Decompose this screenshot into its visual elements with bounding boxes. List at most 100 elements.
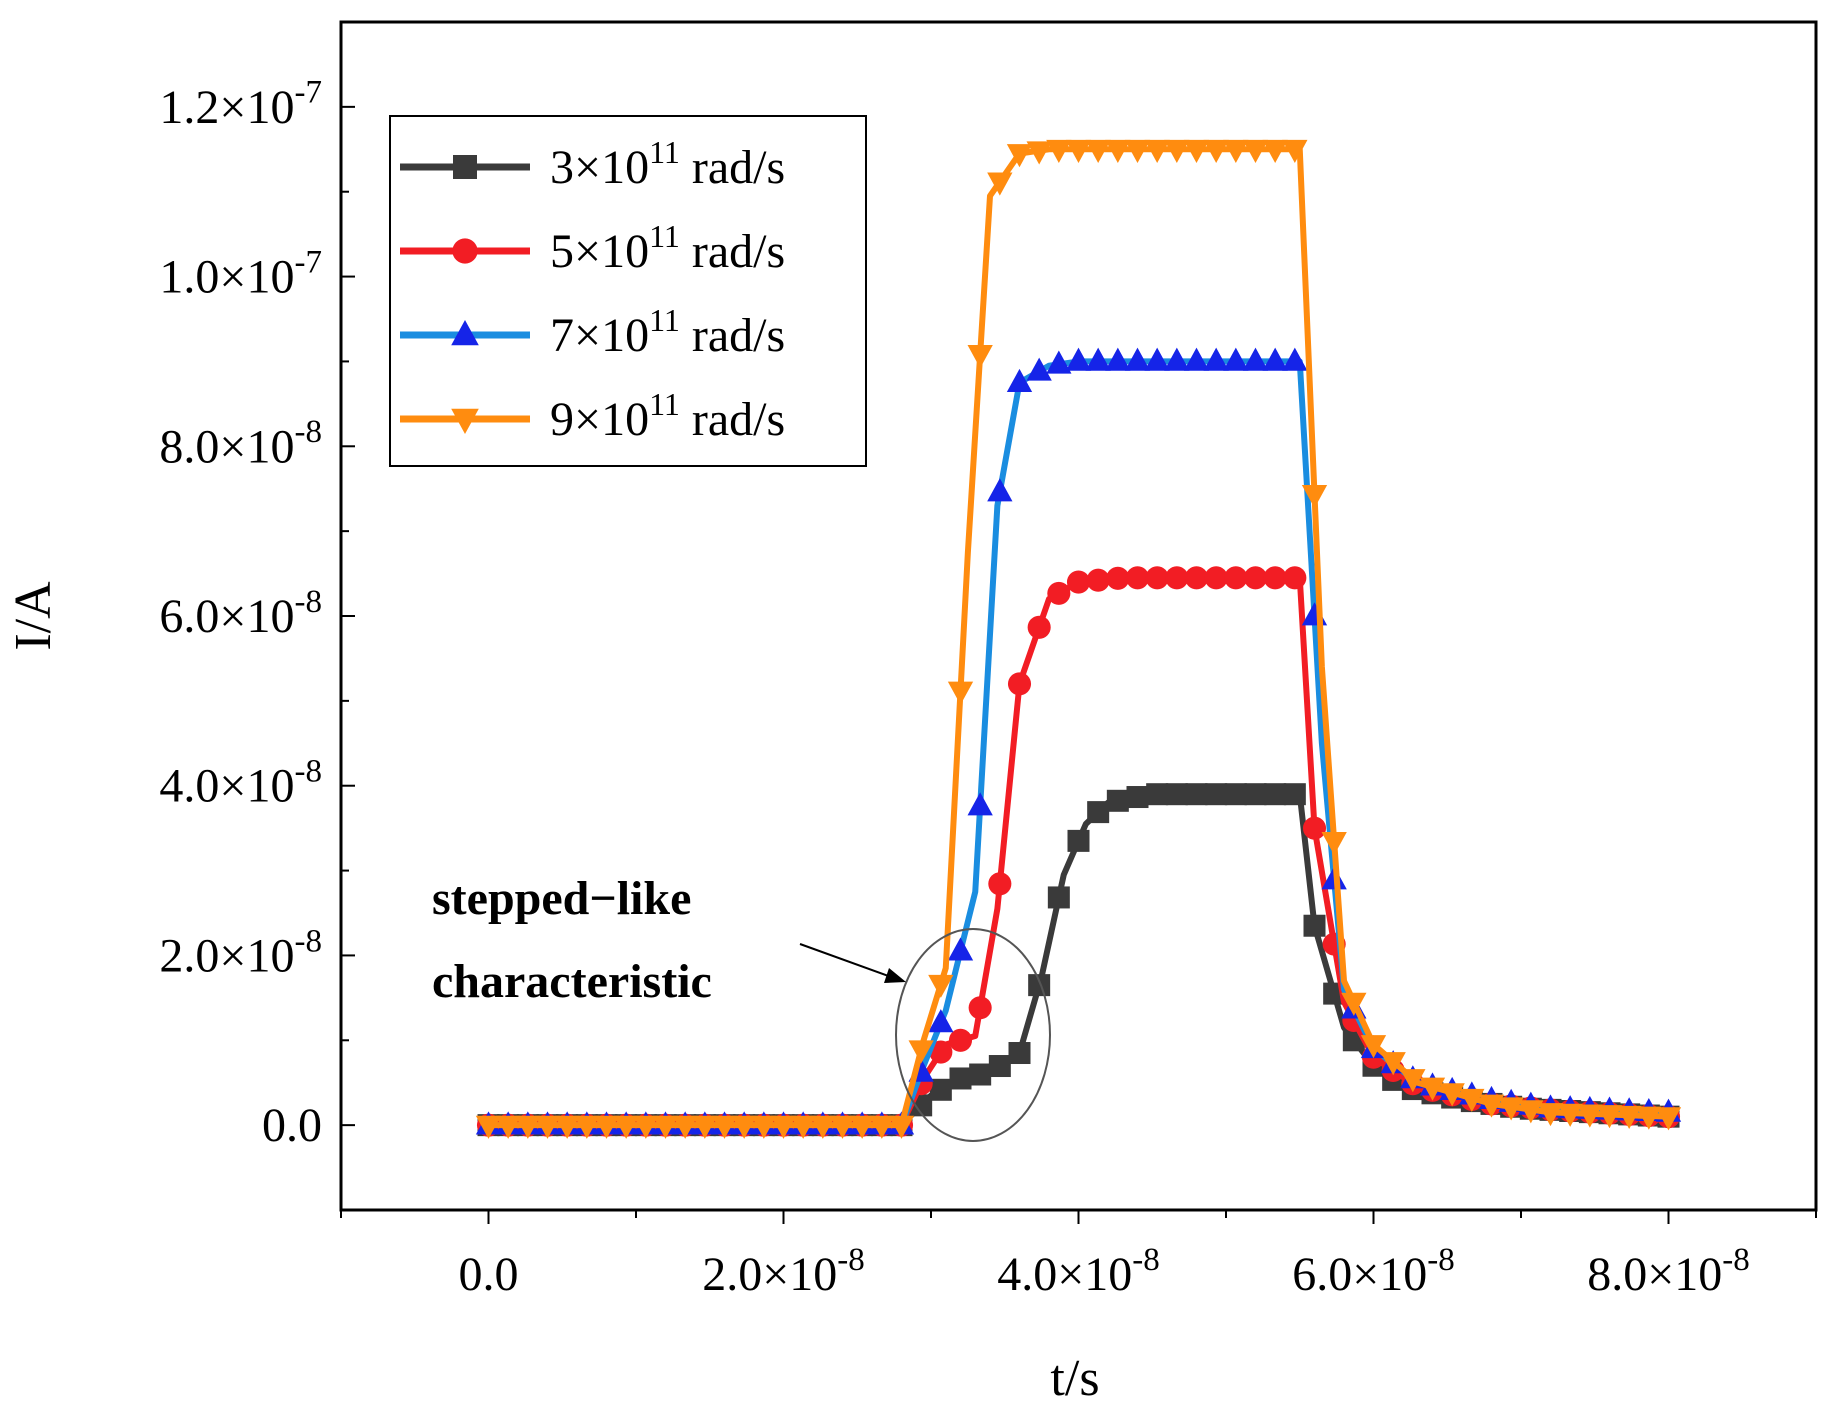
data-point bbox=[790, 1115, 816, 1139]
data-point bbox=[1067, 829, 1090, 852]
series-4 bbox=[475, 139, 1682, 1139]
data-point bbox=[1439, 1083, 1465, 1107]
data-point bbox=[928, 1009, 954, 1033]
data-point bbox=[1636, 1106, 1662, 1130]
annotation-arrow-head bbox=[884, 968, 906, 983]
data-point bbox=[1262, 347, 1288, 371]
data-point bbox=[1125, 566, 1150, 590]
data-point bbox=[1046, 139, 1072, 164]
data-point bbox=[633, 1115, 659, 1139]
data-point bbox=[948, 1028, 973, 1052]
data-point bbox=[1518, 1100, 1544, 1124]
data-point bbox=[1007, 672, 1032, 696]
legend-label: 5×1011 rad/s bbox=[550, 218, 785, 278]
data-point bbox=[810, 1115, 836, 1139]
annotation-ellipse bbox=[895, 928, 1051, 1142]
data-point bbox=[1065, 347, 1092, 371]
data-point bbox=[1008, 1042, 1031, 1065]
data-point bbox=[1224, 783, 1247, 806]
x-axis-ticks: 0.0 2.0×10-8 4.0×10-8 6.0×10-8 8.0×10-8 bbox=[340, 1210, 1817, 1301]
data-point bbox=[515, 1115, 541, 1139]
legend-item: 9×1011 rad/s bbox=[400, 386, 785, 446]
data-point bbox=[554, 1115, 580, 1139]
legend-label: 9×1011 rad/s bbox=[550, 386, 785, 446]
data-point bbox=[452, 238, 478, 264]
data-point bbox=[1223, 139, 1249, 164]
data-point bbox=[1105, 347, 1131, 371]
data-point bbox=[829, 1115, 856, 1139]
data-point bbox=[495, 1115, 521, 1139]
data-point bbox=[1087, 801, 1110, 824]
data-point bbox=[1498, 1097, 1524, 1121]
data-point bbox=[1577, 1104, 1603, 1128]
x-tick-label: 4.0×10-8 bbox=[997, 1242, 1160, 1301]
y-tick-label: 4.0×10-8 bbox=[159, 754, 322, 813]
data-point bbox=[929, 1040, 953, 1064]
annotation-arrow-shaft bbox=[799, 943, 895, 979]
x-tick-label: 2.0×10-8 bbox=[702, 1242, 865, 1301]
data-point bbox=[1203, 139, 1229, 164]
data-point bbox=[534, 1115, 561, 1139]
data-point bbox=[475, 1115, 502, 1139]
data-point bbox=[1006, 368, 1033, 392]
data-point bbox=[1046, 350, 1072, 374]
y-tick-label: 8.0×10-8 bbox=[159, 414, 322, 473]
data-point bbox=[1596, 1105, 1623, 1129]
data-point bbox=[1360, 1035, 1387, 1059]
data-point bbox=[1400, 1069, 1426, 1093]
data-point bbox=[613, 1115, 639, 1139]
data-point bbox=[1165, 566, 1189, 590]
data-point bbox=[1203, 347, 1229, 371]
data-point bbox=[1126, 786, 1149, 809]
data-point bbox=[1283, 783, 1306, 806]
data-point bbox=[1184, 566, 1209, 590]
data-point bbox=[1557, 1103, 1583, 1127]
data-point bbox=[968, 996, 992, 1020]
data-point bbox=[1302, 816, 1327, 840]
data-point bbox=[929, 1078, 952, 1101]
y-tick-label: 6.0×10-8 bbox=[159, 584, 322, 643]
annotation-text-line2: characteristic bbox=[432, 955, 712, 1008]
data-point bbox=[1006, 144, 1033, 168]
data-point bbox=[869, 1115, 895, 1139]
data-point bbox=[692, 1115, 718, 1139]
data-point bbox=[751, 1115, 777, 1139]
data-point bbox=[988, 872, 1012, 896]
data-point bbox=[1341, 992, 1367, 1016]
data-point bbox=[731, 1115, 757, 1139]
data-point bbox=[1321, 831, 1347, 856]
data-point bbox=[1204, 566, 1228, 590]
data-point bbox=[1026, 141, 1052, 165]
y-tick-label: 1.2×10-7 bbox=[159, 75, 322, 134]
x-axis-title: t/s bbox=[1050, 1350, 1099, 1407]
data-point bbox=[1085, 347, 1111, 371]
data-point bbox=[1537, 1103, 1564, 1127]
data-point bbox=[1105, 139, 1131, 164]
data-point bbox=[1616, 1105, 1642, 1129]
data-point bbox=[1301, 485, 1328, 509]
data-point bbox=[1655, 1107, 1682, 1131]
series-layer bbox=[475, 139, 1682, 1139]
data-point bbox=[947, 937, 974, 961]
data-point bbox=[949, 1067, 972, 1090]
legend-label: 3×1011 rad/s bbox=[550, 134, 785, 194]
data-point bbox=[1459, 1088, 1485, 1113]
data-point bbox=[1144, 139, 1170, 164]
data-point bbox=[988, 1055, 1011, 1078]
x-tick-label: 0.0 bbox=[459, 1248, 519, 1301]
data-point bbox=[1028, 974, 1051, 997]
data-point bbox=[451, 408, 479, 434]
y-tick-label: 2.0×10-8 bbox=[159, 923, 322, 982]
y-tick-label: 1.0×10-7 bbox=[159, 244, 322, 303]
data-point bbox=[1224, 566, 1248, 590]
data-point bbox=[1106, 789, 1129, 812]
data-point bbox=[1264, 783, 1287, 806]
data-point bbox=[928, 974, 954, 998]
legend-item: 7×1011 rad/s bbox=[400, 302, 785, 362]
y-tick-label: 0.0 bbox=[262, 1099, 322, 1152]
data-point bbox=[1183, 347, 1210, 371]
data-point bbox=[1183, 139, 1210, 164]
data-point bbox=[1047, 581, 1071, 605]
data-point bbox=[1124, 347, 1151, 371]
